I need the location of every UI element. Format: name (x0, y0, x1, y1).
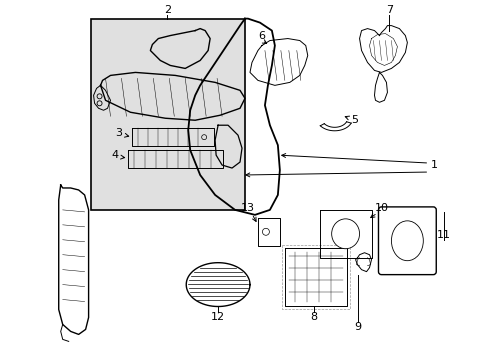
Text: 5: 5 (350, 115, 357, 125)
Text: 3: 3 (115, 128, 122, 138)
Ellipse shape (331, 219, 359, 249)
Bar (90, 19, 244, 210)
Text: 6: 6 (258, 31, 265, 41)
Text: 9: 9 (353, 323, 360, 332)
Text: 10: 10 (374, 203, 387, 213)
Text: 8: 8 (309, 312, 317, 323)
Text: 1: 1 (430, 160, 437, 170)
Text: 2: 2 (163, 5, 170, 15)
Ellipse shape (390, 221, 423, 261)
FancyBboxPatch shape (378, 207, 435, 275)
Text: 13: 13 (241, 203, 254, 213)
Text: 11: 11 (436, 230, 450, 240)
Text: 12: 12 (211, 312, 224, 323)
Text: 4: 4 (111, 150, 118, 160)
Text: 7: 7 (385, 5, 392, 15)
